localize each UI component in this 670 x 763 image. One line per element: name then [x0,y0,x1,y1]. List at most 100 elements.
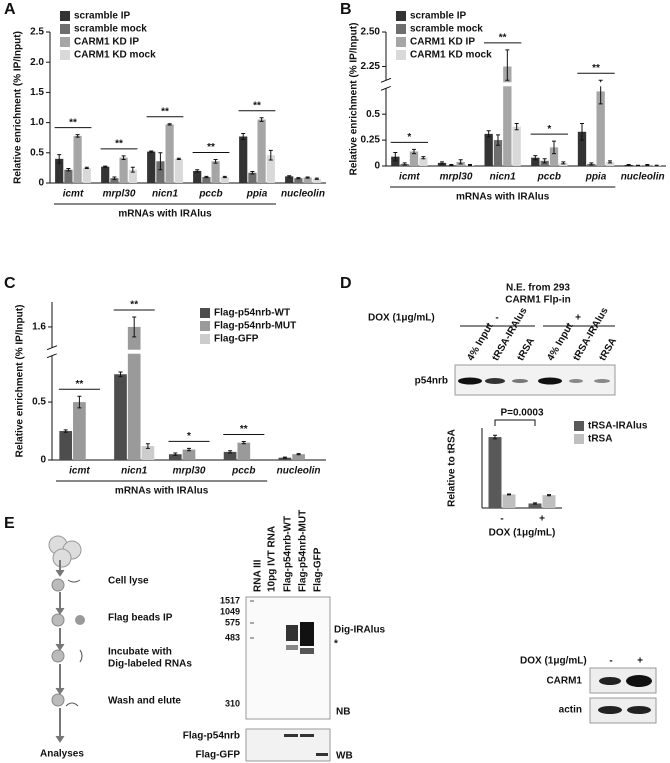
legend-swatch [60,24,70,34]
significance-label: * [187,431,191,442]
lane-label: tRSA [597,336,619,363]
workflow-step: Analyses [40,749,84,760]
axis-break [380,77,392,91]
error-bar [250,171,255,175]
y-tick-label: 2.25 [361,61,381,72]
bar [55,158,64,183]
bar [73,402,86,460]
legend-label: Flag-p54nrb-WT [214,308,290,319]
error-bar [421,156,426,160]
panel-letter: E [4,515,15,532]
bar [127,326,141,460]
bar [202,176,211,183]
bar [531,157,540,166]
lane-label: Flag-GFP [313,547,324,592]
legend-label: Flag-GFP [214,334,259,345]
bar [488,437,502,508]
significance-label: ** [76,379,84,390]
y-tick-label: 1.5 [30,87,44,98]
error-bar [412,148,416,155]
error-bar [75,134,80,138]
bar [596,91,605,166]
legend-swatch [60,50,70,60]
bar [409,151,419,166]
error-bar [440,161,444,165]
y-axis-label: Relative to tRSA [447,429,458,507]
bar [605,161,615,166]
workflow-step: Flag beads IP [108,613,173,624]
blot-condition: DOX (1μg/mL) [520,656,587,667]
y-tick-label: 0 [374,161,380,172]
significance-label: P=0.0003 [500,408,544,419]
x-tick-label: icmt [399,172,420,183]
error-bar [228,450,233,454]
error-bar [486,130,491,138]
error-bar [241,440,246,445]
error-bar [130,166,135,173]
error-bar [259,117,264,122]
error-bar [580,123,584,141]
marker-size: 310 [225,698,240,708]
blot-condition-level: - [495,313,498,324]
x-tick-label: - [500,514,503,525]
legend-swatch [60,11,70,21]
legend-label: scramble IP [74,11,130,22]
bar [101,166,110,183]
y-tick-label: 0.5 [30,147,44,158]
error-bar [314,177,319,180]
bar [391,156,400,166]
panel-letter: A [4,1,16,18]
y-tick-label: 1.6 [32,322,46,333]
workflow-step: Incubate with [108,647,172,658]
blot-band [627,706,651,714]
gel-band-label: * [334,639,338,650]
legend-label: CARM1 KD mock [74,50,156,61]
blot-band [594,379,610,383]
blot-band [626,675,652,687]
blot-band [538,377,562,385]
bar [278,457,292,460]
legend-swatch [396,37,406,47]
legend-swatch [200,334,210,344]
significance-label: ** [69,117,77,128]
significance-label: ** [130,300,138,311]
error-bar [468,163,472,166]
bar [147,151,156,183]
bar [559,162,568,166]
y-axis-label: Relative enrichment (% IP/Input) [15,305,26,458]
error-bar [132,316,137,338]
significance-label: * [407,132,411,143]
legend-label: tRSA [588,434,612,445]
blot-condition-level: + [575,313,581,324]
error-bar [496,134,500,146]
workflow-cartoon [48,535,85,743]
legend-swatch [574,434,584,444]
legend-label: Flag-p54nrb-MUT [214,321,296,332]
legend-swatch [396,50,406,60]
x-tick-label: nicn1 [152,189,179,200]
panel-letter: D [340,275,352,292]
x-tick-label: nucleolin [281,189,325,200]
error-bar [608,160,612,164]
blot-band [569,379,583,383]
error-bar [241,132,246,141]
significance-label: ** [240,424,248,435]
x-tick-label: nucleolin [277,466,321,477]
bar [82,167,91,183]
y-tick-label: 0.5 [366,109,380,120]
error-bar [268,149,273,161]
blot-band [316,753,328,756]
y-tick-label: 0 [38,178,44,189]
blot-protein-label: CARM1 [546,676,582,687]
bar [182,449,196,460]
bar [312,178,321,183]
axis-break [46,345,58,359]
x-tick-label: nicn1 [490,172,517,183]
legend-label: CARM1 KD IP [410,37,475,48]
bar [528,503,542,508]
y-tick-label: 1.0 [30,117,44,128]
bar [119,157,128,183]
bar [193,170,202,183]
error-bar [514,123,519,131]
x-tick-label: mrpl30 [103,189,136,200]
